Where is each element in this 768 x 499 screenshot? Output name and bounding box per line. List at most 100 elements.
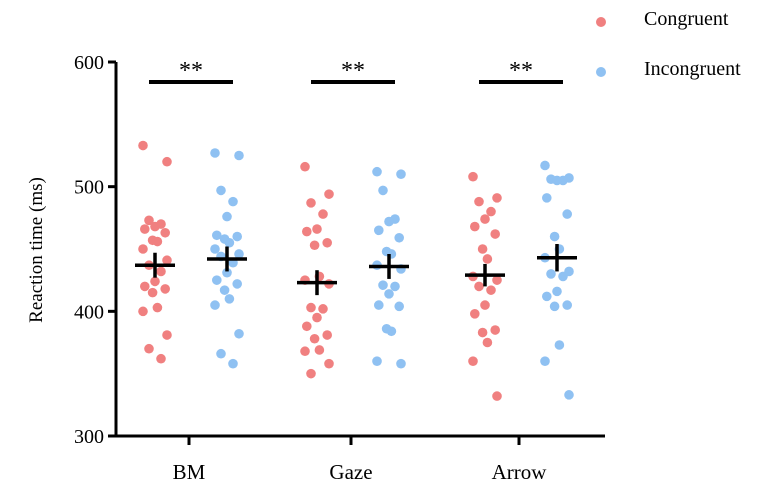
data-point bbox=[482, 337, 493, 348]
x-axis: BM Gaze Arrow bbox=[114, 434, 605, 484]
data-point bbox=[212, 275, 222, 285]
data-point bbox=[232, 231, 242, 242]
data-point bbox=[318, 304, 328, 314]
y-axis-label: Reaction time (ms) bbox=[26, 177, 47, 323]
data-point bbox=[378, 280, 388, 290]
data-point bbox=[234, 249, 244, 259]
legend-marker-congruent bbox=[596, 17, 606, 27]
data-point bbox=[318, 209, 328, 219]
data-point bbox=[306, 302, 316, 313]
data-point bbox=[396, 358, 406, 369]
data-point bbox=[322, 237, 333, 248]
data-point bbox=[140, 281, 150, 292]
data-point bbox=[234, 150, 244, 161]
data-point bbox=[300, 161, 310, 172]
data-point bbox=[156, 353, 166, 364]
data-point bbox=[554, 340, 565, 350]
data-point bbox=[160, 284, 170, 294]
data-point bbox=[322, 330, 333, 340]
data-point bbox=[300, 346, 310, 357]
data-point bbox=[309, 240, 320, 251]
y-tick-label: 400 bbox=[74, 301, 104, 323]
data-point bbox=[474, 281, 484, 292]
data-point bbox=[152, 236, 163, 247]
data-point bbox=[546, 269, 556, 279]
data-point bbox=[492, 275, 502, 285]
data-point bbox=[480, 214, 490, 224]
data-point bbox=[540, 356, 550, 367]
data-point bbox=[222, 267, 232, 278]
data-point bbox=[384, 216, 394, 227]
significance-stars: ** bbox=[179, 58, 203, 84]
data-point bbox=[477, 327, 488, 338]
data-point bbox=[384, 289, 394, 299]
data-point bbox=[492, 193, 502, 203]
data-point bbox=[552, 286, 562, 297]
significance-stars: ** bbox=[509, 58, 533, 84]
data-point bbox=[216, 185, 226, 196]
data-point bbox=[540, 160, 550, 171]
data-point bbox=[378, 185, 388, 196]
data-point bbox=[156, 266, 166, 277]
y-tick-label: 600 bbox=[74, 52, 104, 74]
data-point bbox=[138, 244, 148, 254]
data-point bbox=[470, 309, 480, 319]
significance-stars: ** bbox=[341, 58, 365, 84]
data-point bbox=[552, 175, 562, 186]
data-point bbox=[486, 206, 496, 217]
data-point bbox=[394, 301, 405, 312]
data-point bbox=[210, 148, 220, 158]
data-point bbox=[324, 189, 334, 199]
data-point bbox=[396, 169, 406, 179]
data-point bbox=[234, 328, 244, 339]
data-point bbox=[372, 166, 382, 177]
legend-label-congruent: Congruent bbox=[644, 8, 729, 30]
data-point bbox=[306, 368, 316, 379]
data-point bbox=[162, 330, 172, 340]
data-point bbox=[549, 301, 560, 312]
data-point bbox=[162, 156, 172, 167]
y-tick-label: 300 bbox=[74, 426, 104, 448]
data-point bbox=[219, 285, 230, 295]
data-point bbox=[140, 224, 150, 234]
data-point bbox=[150, 221, 160, 232]
data-point bbox=[228, 358, 238, 369]
data-point bbox=[314, 345, 325, 355]
data-point bbox=[372, 356, 382, 367]
data-point bbox=[306, 198, 316, 208]
data-point bbox=[542, 193, 552, 203]
data-point bbox=[216, 348, 226, 359]
data-point bbox=[144, 343, 154, 354]
data-point bbox=[490, 325, 501, 335]
data-point bbox=[374, 225, 384, 236]
data-point bbox=[152, 302, 163, 313]
data-point bbox=[162, 255, 172, 266]
data-point bbox=[492, 391, 502, 401]
data-point bbox=[477, 244, 488, 254]
data-point bbox=[224, 237, 235, 248]
data-point bbox=[144, 215, 154, 226]
data-point bbox=[394, 232, 405, 243]
data-point bbox=[302, 226, 312, 237]
data-point bbox=[482, 254, 493, 264]
data-point bbox=[212, 230, 222, 241]
data-point bbox=[138, 140, 148, 151]
data-point bbox=[138, 306, 148, 317]
significance-markers: ** ** ** bbox=[149, 58, 563, 84]
legend-marker-incongruent bbox=[596, 67, 606, 77]
data-point bbox=[160, 227, 170, 238]
data-point bbox=[562, 300, 572, 310]
data-point bbox=[470, 221, 480, 232]
y-tick-label: 500 bbox=[74, 177, 104, 199]
data-point bbox=[468, 171, 478, 182]
data-point bbox=[232, 279, 242, 289]
x-tick-label: Gaze bbox=[329, 460, 372, 484]
data-point bbox=[490, 229, 501, 239]
data-point bbox=[390, 281, 400, 292]
x-tick-label: Arrow bbox=[492, 460, 548, 484]
x-tick-label: BM bbox=[173, 460, 206, 484]
data-point bbox=[562, 209, 572, 219]
data-point bbox=[480, 300, 490, 310]
data-point bbox=[222, 211, 232, 222]
